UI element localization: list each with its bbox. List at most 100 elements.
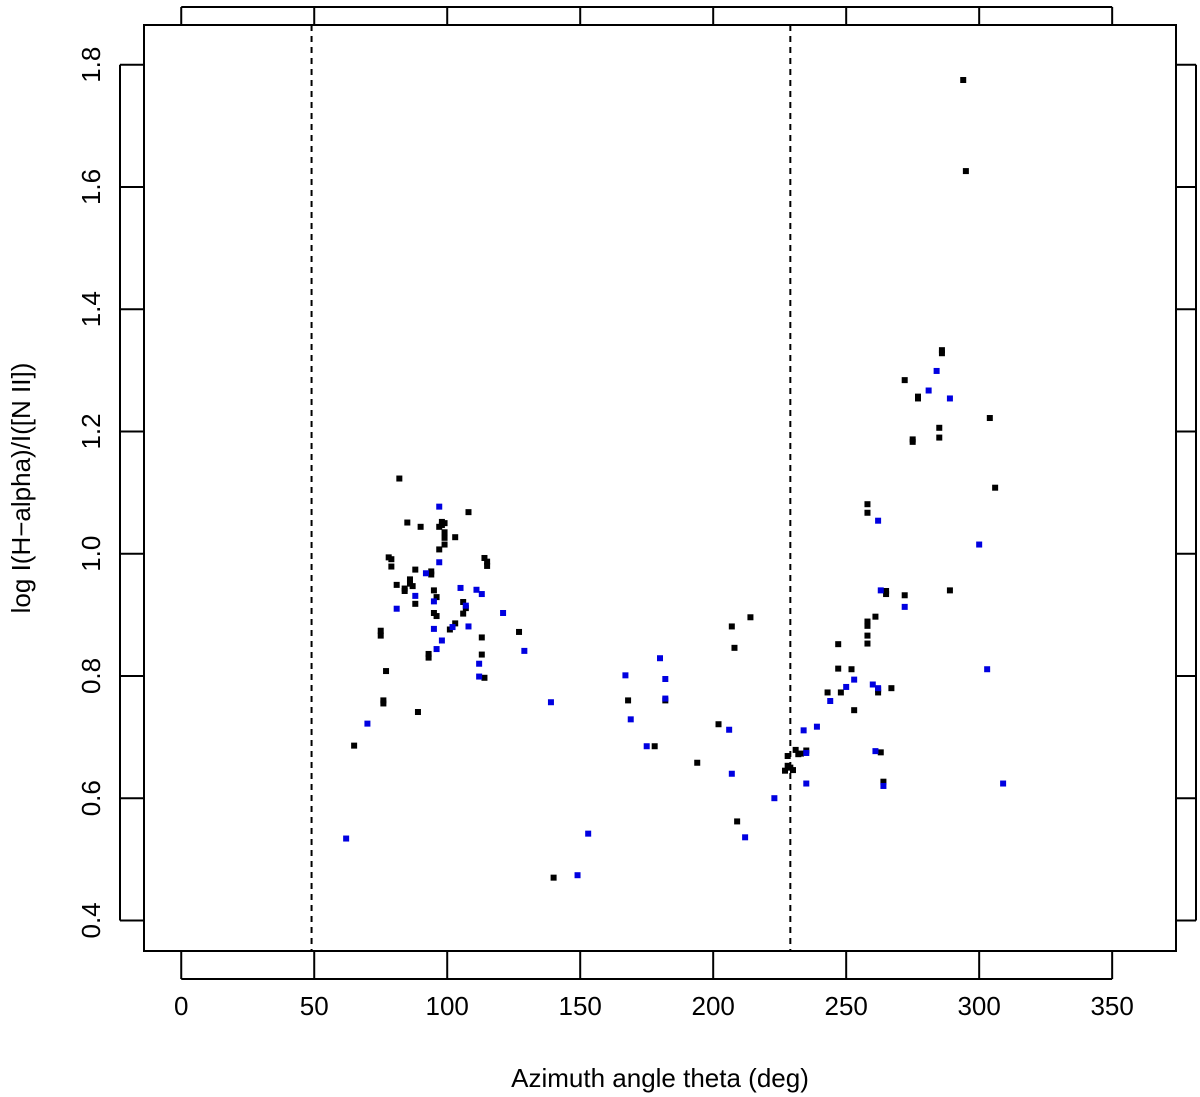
black-data-point: [460, 610, 467, 617]
black-data-point: [441, 520, 448, 527]
black-data-point: [436, 546, 443, 553]
blue-data-point: [465, 623, 472, 630]
blue-data-point: [1000, 780, 1007, 787]
blue-data-point: [657, 655, 663, 662]
black-data-point: [962, 168, 969, 175]
black-data-point: [452, 620, 459, 627]
blue-data-point: [343, 835, 350, 842]
black-data-point: [877, 749, 884, 756]
blue-data-point: [662, 676, 669, 683]
black-data-point: [377, 632, 384, 639]
x-axis-label: Azimuth angle theta (deg): [511, 1063, 809, 1093]
black-data-point: [428, 568, 435, 575]
black-data-point: [789, 767, 796, 774]
blue-data-point: [875, 517, 882, 524]
blue-data-point: [771, 795, 778, 802]
black-data-point: [351, 742, 358, 749]
blue-data-point: [813, 723, 820, 730]
x-tick-label: 50: [300, 991, 329, 1021]
blue-data-point: [627, 716, 634, 723]
black-data-point: [872, 613, 879, 620]
black-data-point: [938, 350, 945, 357]
x-tick-label: 350: [1090, 991, 1133, 1021]
y-tick-label: 1.2: [76, 413, 106, 449]
black-data-point: [406, 576, 413, 583]
black-data-point: [864, 618, 871, 625]
black-data-point: [946, 587, 953, 594]
blue-data-point: [476, 660, 483, 667]
blue-data-point: [933, 367, 940, 374]
black-data-point: [516, 628, 523, 635]
black-data-point: [747, 614, 754, 621]
blue-data-point: [851, 676, 858, 683]
blue-data-point: [449, 624, 456, 631]
blue-data-point: [462, 602, 469, 609]
black-data-point: [792, 746, 799, 753]
black-data-point: [936, 434, 943, 441]
black-data-point: [404, 519, 411, 526]
blue-data-point: [643, 743, 650, 750]
black-data-point: [864, 622, 871, 629]
blue-data-point: [422, 570, 429, 577]
black-data-point: [864, 640, 871, 647]
blue-data-point: [662, 695, 669, 702]
black-data-point: [481, 674, 488, 681]
blue-data-point: [742, 834, 749, 841]
x-tick-label: 100: [426, 991, 469, 1021]
black-data-point: [441, 541, 448, 548]
black-data-point: [986, 415, 993, 422]
blue-data-point: [364, 720, 371, 727]
blue-data-point: [925, 387, 932, 394]
blue-data-point: [393, 605, 400, 612]
blue-data-point: [521, 647, 528, 654]
y-tick-label: 1.0: [76, 536, 106, 572]
plot-frame: [143, 24, 1177, 952]
black-data-point: [430, 587, 437, 594]
blue-data-point: [585, 830, 592, 837]
blue-data-point: [946, 395, 953, 402]
blue-data-point: [430, 598, 437, 605]
black-data-point: [835, 641, 842, 648]
blue-data-point: [869, 681, 876, 688]
black-data-point: [481, 554, 488, 561]
blue-data-point: [875, 685, 882, 692]
blue-data-point: [436, 559, 443, 566]
blue-data-point: [436, 503, 443, 510]
blue-data-point: [984, 666, 991, 673]
black-data-point: [478, 634, 485, 641]
black-data-point: [452, 534, 459, 541]
blue-data-point: [843, 683, 850, 690]
black-data-point: [465, 509, 472, 516]
x-tick-label: 0: [174, 991, 188, 1021]
x-tick-label: 150: [559, 991, 602, 1021]
y-tick-label: 0.6: [76, 780, 106, 816]
black-data-point: [478, 651, 485, 658]
black-data-point: [460, 598, 467, 605]
black-data-point: [728, 623, 735, 630]
black-data-point: [430, 609, 437, 616]
black-data-point: [550, 874, 557, 881]
black-data-point: [824, 689, 831, 696]
blue-data-point: [803, 780, 810, 787]
black-data-point: [888, 685, 895, 692]
black-data-point: [883, 587, 890, 594]
black-data-point: [401, 587, 408, 594]
black-data-point: [875, 689, 882, 696]
black-data-point: [915, 395, 921, 402]
black-data-point: [409, 583, 416, 590]
black-data-point: [938, 347, 945, 354]
black-data-point: [433, 613, 440, 620]
black-data-point: [388, 563, 395, 570]
black-data-point: [901, 377, 908, 384]
blue-data-point: [872, 748, 879, 755]
blue-data-point: [901, 603, 908, 610]
blue-data-point: [547, 699, 554, 706]
black-data-point: [960, 77, 967, 84]
x-axis: 0 50 100 150 200 250 300 350: [174, 6, 1134, 1021]
black-data-point: [797, 750, 804, 757]
blue-data-point: [457, 584, 464, 591]
black-data-point: [425, 654, 432, 661]
black-data-point: [383, 668, 390, 675]
black-data-point: [425, 650, 432, 657]
